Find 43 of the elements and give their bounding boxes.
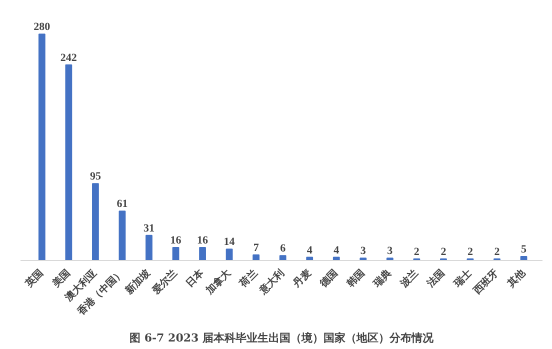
bar (279, 255, 286, 260)
bar (199, 247, 206, 260)
data-label: 95 (90, 170, 102, 183)
bar (360, 258, 367, 260)
text: 图 6-7 2023 届本科毕业生出国（境）国家（地区）分布情况 (130, 332, 434, 344)
data-label: 16 (170, 234, 182, 247)
x-tick-label: 波兰 (397, 266, 421, 290)
x-tick-label: 荷兰 (236, 266, 260, 290)
x-tick-label: 瑞典 (370, 266, 394, 290)
bar (65, 64, 72, 260)
data-label: 2 (494, 246, 500, 258)
data-label: 4 (334, 244, 340, 256)
x-tick-label: 其他 (504, 266, 528, 290)
data-label: 4 (306, 244, 313, 256)
bar (118, 210, 126, 260)
data-label: 5 (521, 243, 528, 256)
data-label: 6 (280, 242, 286, 255)
x-tick-label: 加拿大 (202, 266, 234, 298)
bar (226, 248, 233, 260)
bar (92, 183, 99, 260)
data-label: 2 (440, 246, 447, 258)
data-label: 31 (143, 222, 154, 234)
x-tick-label: 美国 (49, 266, 73, 290)
data-label: 3 (360, 245, 366, 258)
bar (146, 234, 152, 260)
bar (172, 247, 180, 260)
x-tick-label: 爱尔兰 (149, 266, 180, 298)
data-label: 2 (467, 246, 474, 258)
x-tick-label: 丹麦 (290, 266, 314, 290)
bar (38, 34, 46, 260)
bar (252, 254, 260, 260)
data-label: 61 (116, 198, 128, 210)
x-tick-label: 德国 (316, 266, 340, 290)
data-label: 7 (253, 242, 260, 254)
data-label: 242 (60, 52, 78, 64)
data-label: 280 (34, 21, 51, 34)
x-tick-label: 韩国 (344, 266, 368, 290)
data-label: 3 (387, 245, 394, 258)
data-label: 2 (414, 246, 420, 258)
x-tick-label: 英国 (22, 266, 46, 290)
data-label: 16 (197, 234, 209, 247)
data-label: 14 (224, 236, 236, 248)
x-tick-label: 法国 (424, 266, 448, 290)
